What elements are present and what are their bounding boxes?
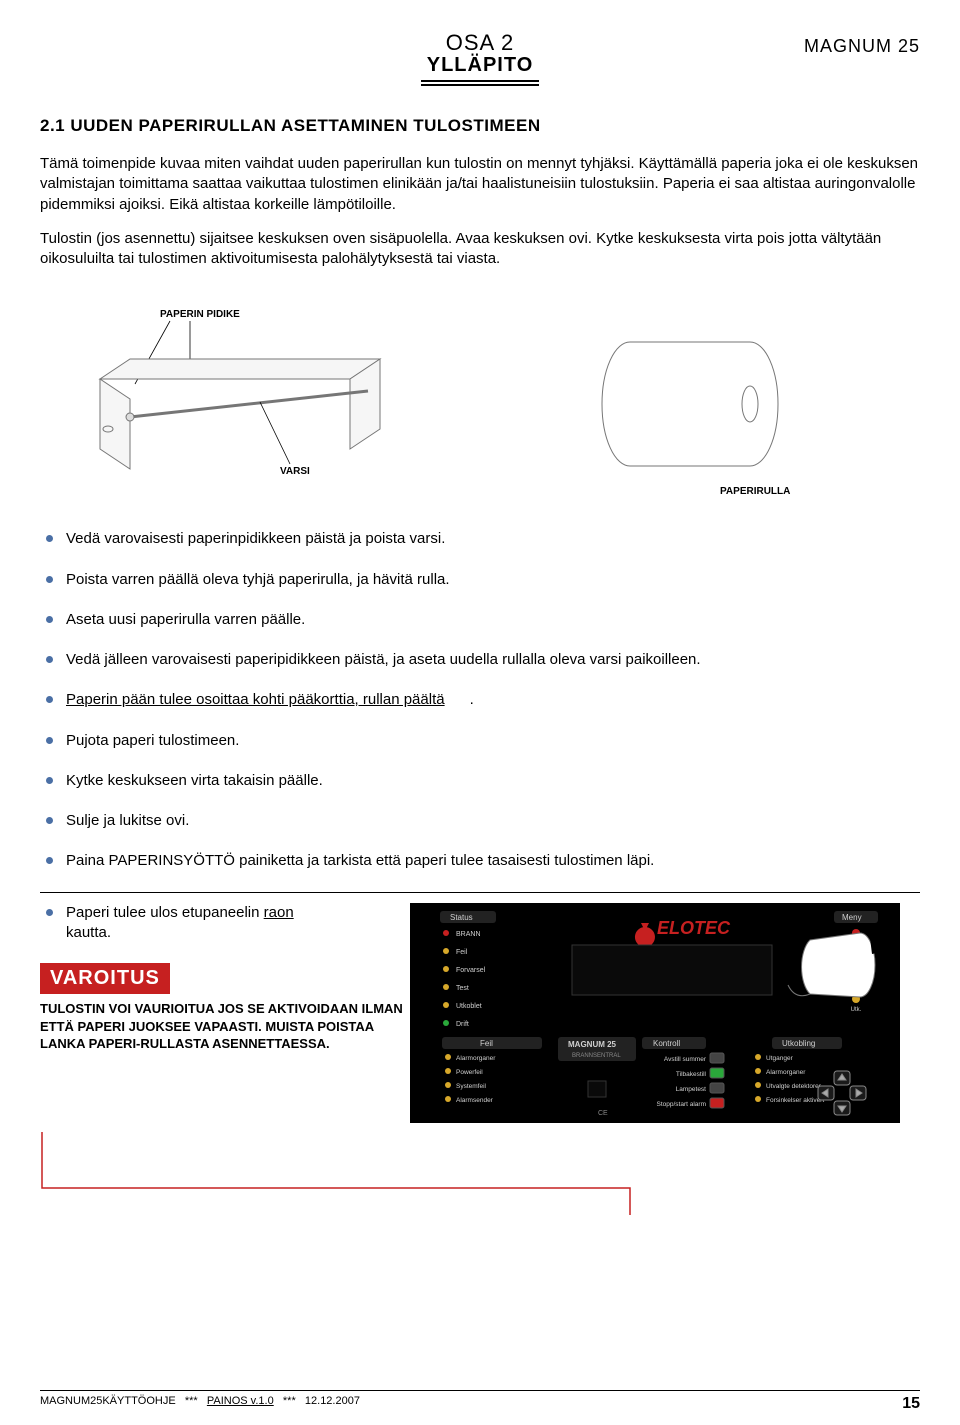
step-item: Vedä varovaisesti paperinpidikkeen päist…	[40, 529, 920, 549]
osa-label: OSA 2	[421, 30, 540, 56]
paper-holder-diagram: PAPERIN PIDIKE VARSI	[40, 299, 920, 499]
page-number: 15	[902, 1395, 920, 1413]
yllapito-label: YLLÄPITO	[421, 54, 540, 82]
paper-roll-arrow-icon	[780, 930, 900, 1020]
svg-text:Drift: Drift	[456, 1021, 469, 1028]
svg-text:Alarmsender: Alarmsender	[456, 1097, 494, 1104]
svg-text:BRANNSENTRAL: BRANNSENTRAL	[572, 1053, 621, 1059]
svg-text:Systemfeil: Systemfeil	[456, 1083, 487, 1090]
step-item: Kytke keskukseen virta takaisin päälle.	[40, 771, 920, 791]
svg-text:Forvarsel: Forvarsel	[456, 967, 486, 974]
svg-text:Alarmorganer: Alarmorganer	[766, 1069, 806, 1076]
page-footer: MAGNUM25KÄYTTÖOHJE *** PAINOS v.1.0 *** …	[40, 1390, 920, 1413]
paragraph-1: Tämä toimenpide kuvaa miten vaihdat uude…	[40, 154, 920, 215]
step-item: Vedä jälleen varovaisesti paperipidikkee…	[40, 650, 920, 670]
warning-badge: VAROITUS	[40, 963, 170, 994]
svg-text:VARSI: VARSI	[280, 466, 310, 477]
svg-text:ELOTEC: ELOTEC	[657, 918, 731, 938]
svg-text:Kontroll: Kontroll	[653, 1039, 680, 1048]
svg-text:MAGNUM 25: MAGNUM 25	[568, 1040, 617, 1049]
label-paperin-pidike: PAPERIN PIDIKE	[160, 309, 240, 320]
svg-text:Tilbakestill: Tilbakestill	[676, 1071, 707, 1078]
svg-text:Powerfeil: Powerfeil	[456, 1069, 483, 1076]
svg-text:PAPERIRULLA: PAPERIRULLA	[720, 486, 790, 497]
instruction-steps: Vedä varovaisesti paperinpidikkeen päist…	[40, 529, 920, 871]
svg-text:Utvalgte detektorer: Utvalgte detektorer	[766, 1083, 822, 1090]
callout-line	[40, 1130, 920, 1250]
step-item: Paperin pään tulee osoittaa kohti pääkor…	[40, 690, 920, 710]
svg-text:Stopp/start alarm: Stopp/start alarm	[657, 1101, 707, 1108]
step-item: Aseta uusi paperirulla varren päälle.	[40, 610, 920, 630]
warning-text: TULOSTIN VOI VAURIOITUA JOS SE AKTIVOIDA…	[40, 1000, 410, 1053]
paper-out-step: Paperi tulee ulos etupaneelin raon kautt…	[40, 903, 410, 944]
svg-text:Lampetest: Lampetest	[676, 1086, 707, 1093]
svg-text:BRANN: BRANN	[456, 931, 481, 938]
svg-text:Alarmorganer: Alarmorganer	[456, 1055, 496, 1062]
svg-text:Forsinkelser aktivert: Forsinkelser aktivert	[766, 1097, 824, 1104]
section-title: 2.1 UUDEN PAPERIRULLAN ASETTAMINEN TULOS…	[40, 116, 920, 136]
svg-text:Meny: Meny	[842, 913, 862, 922]
warning-block: VAROITUS TULOSTIN VOI VAURIOITUA JOS SE …	[40, 963, 410, 1053]
step-item: Paina PAPERINSYÖTTÖ painiketta ja tarkis…	[40, 851, 920, 871]
svg-text:Utganger: Utganger	[766, 1055, 794, 1062]
svg-text:Status: Status	[450, 913, 473, 922]
svg-text:CE: CE	[598, 1110, 608, 1117]
magnum-label: MAGNUM 25	[804, 36, 920, 57]
svg-text:Feil: Feil	[456, 949, 468, 956]
paragraph-2: Tulostin (jos asennettu) sijaitsee kesku…	[40, 229, 920, 270]
svg-text:Feil: Feil	[480, 1039, 493, 1048]
svg-text:Utkoblet: Utkoblet	[456, 1003, 482, 1010]
svg-text:Utkobling: Utkobling	[782, 1039, 815, 1048]
step-item: Sulje ja lukitse ovi.	[40, 811, 920, 831]
step-item: Poista varren päällä oleva tyhjä paperir…	[40, 570, 920, 590]
page-header: OSA 2 YLLÄPITO MAGNUM 25	[40, 30, 920, 86]
svg-text:Avstill summer: Avstill summer	[664, 1056, 707, 1063]
step-item: Pujota paperi tulostimeen.	[40, 731, 920, 751]
divider	[40, 892, 920, 893]
svg-text:Test: Test	[456, 985, 469, 992]
